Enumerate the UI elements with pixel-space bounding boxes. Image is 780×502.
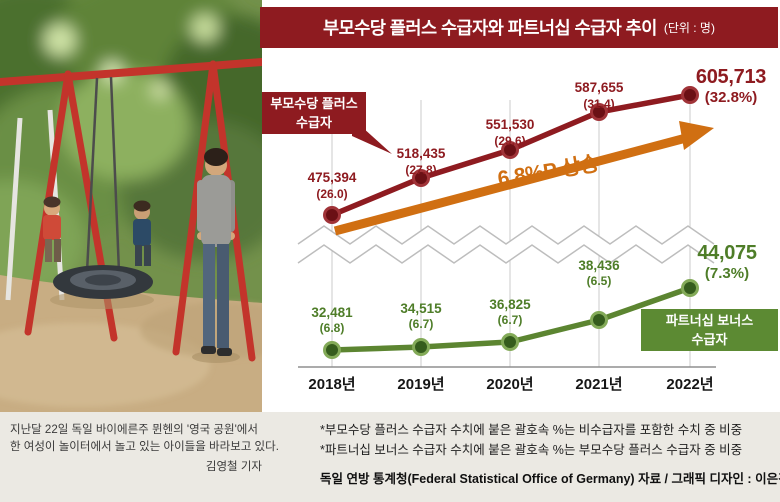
x-label-2020: 2020년 (486, 376, 534, 393)
nest-swing (53, 265, 153, 299)
value-parental-2018: 475,394 (307, 170, 357, 185)
x-label-2022: 2022년 (666, 376, 714, 393)
caption-line1: 지난달 22일 독일 바이에른주 뮌헨의 '영국 공원'에서 (10, 424, 258, 436)
series-label-line: 부모수당 플러스 (270, 96, 358, 111)
value-parental-2020: 551,530 (485, 117, 535, 132)
pct-partnership-2020: (6.7) (497, 313, 523, 327)
footnote-1: *부모수당 플러스 수급자 수치에 붙은 괄호속 %는 비수급자를 포함한 수치… (320, 423, 743, 437)
pct-parental-2019: (27.8) (405, 163, 437, 177)
child-figure-1 (43, 196, 61, 262)
unit-label: (단위 : 명) (663, 21, 715, 35)
value-partnership-2018: 32,481 (311, 305, 353, 320)
pct-partnership-2022: (7.3%) (704, 265, 750, 282)
value-partnership-2019: 34,515 (400, 301, 442, 316)
photo-illustration (0, 0, 262, 412)
photo-caption: 지난달 22일 독일 바이에른주 뮌헨의 '영국 공원'에서 한 여성이 놀이터… (10, 422, 279, 476)
page-title: 부모수당 플러스 수급자와 파트너십 수급자 추이 (323, 18, 657, 38)
woman-figure (192, 148, 240, 363)
child-figure-2 (133, 200, 151, 266)
value-parental-2021: 587,655 (574, 80, 624, 95)
series-line-parental (323, 86, 699, 224)
photo-credit: 김영철 기자 (205, 461, 262, 473)
value-parental-2022: 605,713 (695, 66, 767, 88)
title-bar: 부모수당 플러스 수급자와 파트너십 수급자 추이 (단위 : 명) (260, 7, 778, 48)
x-label-2018: 2018년 (308, 376, 356, 393)
caption-line2: 한 여성이 놀이터에서 놀고 있는 아이들을 바라보고 있다. (10, 441, 279, 453)
pct-partnership-2019: (6.7) (408, 317, 434, 331)
axis-break-zigzag (297, 225, 715, 264)
pct-parental-2020: (29.6) (494, 134, 526, 148)
series-label-partnership: 파트너십 보너스 수급자 (641, 309, 778, 351)
value-partnership-2021: 38,436 (578, 258, 620, 273)
series-label-line: 수급자 (691, 332, 728, 347)
footnotes: *부모수당 플러스 수급자 수치에 붙은 괄호속 %는 비수급자를 포함한 수치… (320, 420, 780, 489)
value-partnership-2020: 36,825 (489, 297, 531, 312)
series-label-line: 파트너십 보너스 (665, 313, 754, 328)
swing-ropes (85, 76, 121, 273)
value-parental-2019: 518,435 (396, 146, 446, 161)
series-line-partnership (323, 279, 699, 359)
pct-partnership-2018: (6.8) (319, 321, 345, 335)
pct-parental-2022: (32.8%) (704, 89, 758, 106)
series-label-parental: 부모수당 플러스 수급자 (262, 92, 366, 134)
x-label-2021: 2021년 (575, 376, 623, 393)
pct-parental-2018: (26.0) (316, 187, 348, 201)
pct-parental-2021: (31.4) (583, 97, 615, 111)
series-label-line: 수급자 (296, 115, 332, 130)
pct-partnership-2021: (6.5) (586, 274, 612, 288)
source-credit: 독일 연방 통계청(Federal Statistical Office of … (320, 472, 780, 486)
footnote-2: *파트너십 보너스 수급자 수치에 붙은 괄호속 %는 부모수당 플러스 수급자… (320, 443, 743, 457)
bottom-strip: 지난달 22일 독일 바이에른주 뮌헨의 '영국 공원'에서 한 여성이 놀이터… (0, 412, 780, 502)
x-label-2019: 2019년 (397, 376, 445, 393)
value-partnership-2022: 44,075 (697, 242, 757, 264)
rise-arrow (333, 121, 714, 236)
sand-highlights (0, 302, 262, 407)
